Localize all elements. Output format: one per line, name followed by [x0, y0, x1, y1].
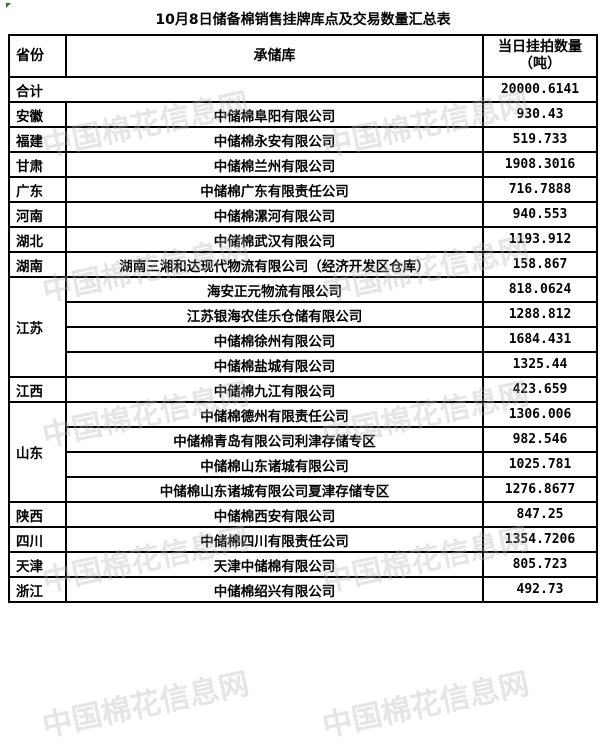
- header-quantity-line1: 当日挂拍数量: [498, 39, 582, 55]
- quantity-cell: 982.546: [482, 426, 598, 453]
- warehouse-cell: 江苏银海农佳乐仓储有限公司: [65, 301, 484, 328]
- table-row: 陕西 中储棉西安有限公司 847.25: [8, 501, 598, 528]
- province-cell: 天津: [8, 551, 67, 578]
- total-row: 合计 20000.6141: [8, 76, 598, 103]
- header-quantity: 当日挂拍数量 （吨）: [482, 34, 598, 78]
- warehouse-cell: 中储棉漯河有限公司: [65, 201, 484, 228]
- warehouse-cell: 中储棉广东有限责任公司: [65, 176, 484, 203]
- table-row: 浙江 中储棉绍兴有限公司 492.73: [8, 576, 598, 603]
- warehouse-cell: 中储棉山东诸城有限公司: [65, 451, 484, 478]
- table-row: 山东 中储棉德州有限责任公司 1306.006: [8, 401, 598, 503]
- page-title: 10月8日储备棉销售挂牌库点及交易数量汇总表: [155, 12, 451, 28]
- quantity-cell: 805.723: [482, 551, 598, 578]
- province-cell: 湖南: [8, 251, 67, 278]
- quantity-cell: 1684.431: [482, 326, 598, 353]
- quantity-cell: 519.733: [482, 126, 598, 153]
- quantity-cell: 1025.781: [482, 451, 598, 478]
- table-row: 四川 中储棉四川有限责任公司 1354.7206: [8, 526, 598, 553]
- table-row: 中储棉徐州有限公司 1684.431: [9, 326, 598, 353]
- warehouse-cell: 中储棉绍兴有限公司: [65, 576, 484, 603]
- header-province: 省份: [8, 34, 67, 78]
- table-row: 湖南 湖南三湘和达现代物流有限公司（经济开发区仓库） 158.867: [8, 251, 598, 278]
- warehouse-cell: 中储棉兰州有限公司: [65, 151, 484, 178]
- warehouse-cell: 天津中储棉有限公司: [65, 551, 484, 578]
- warehouse-cell: 中储棉四川有限责任公司: [65, 526, 484, 553]
- province-cell: 广东: [8, 176, 67, 203]
- table-row: 福建 中储棉永安有限公司 519.733: [8, 126, 598, 153]
- quantity-cell: 716.7888: [482, 176, 598, 203]
- warehouse-cell: 中储棉德州有限责任公司: [65, 401, 484, 428]
- quantity-cell: 423.659: [482, 376, 598, 403]
- table-row: 江苏 海安正元物流有限公司 818.0624: [8, 276, 598, 378]
- quantity-cell: 158.867: [482, 251, 598, 278]
- province-cell: 江苏: [8, 276, 67, 378]
- watermark: 中国棉花信息网: [39, 666, 253, 745]
- warehouse-cell: 中储棉盐城有限公司: [65, 351, 484, 378]
- warehouse-cell: 中储棉西安有限公司: [65, 501, 484, 528]
- table-row: 安徽 中储棉阜阳有限公司 930.43: [8, 101, 598, 128]
- province-cell: 陕西: [8, 501, 67, 528]
- table-row: 天津 天津中储棉有限公司 805.723: [8, 551, 598, 578]
- table-row: 中储棉山东诸城有限公司 1025.781: [9, 451, 598, 478]
- summary-table: 省份 承储库 当日挂拍数量 （吨） 合计 20000.6141 安徽 中储棉阜阳有…: [8, 34, 598, 603]
- table-row: 中储棉青岛有限公司利津存储专区 982.546: [9, 426, 598, 453]
- quantity-cell: 1908.3016: [482, 151, 598, 178]
- header-warehouse: 承储库: [65, 34, 484, 78]
- province-cell: 福建: [8, 126, 67, 153]
- quantity-cell: 1193.912: [482, 226, 598, 253]
- province-cell: 河南: [8, 201, 67, 228]
- warehouse-cell: 中储棉永安有限公司: [65, 126, 484, 153]
- quantity-cell: 940.553: [482, 201, 598, 228]
- warehouse-cell: 中储棉山东诸城有限公司夏津存储专区: [65, 476, 484, 503]
- quantity-cell: 930.43: [482, 101, 598, 128]
- table-row: 江苏银海农佳乐仓储有限公司 1288.812: [9, 301, 598, 328]
- table-row: 广东 中储棉广东有限责任公司 716.7888: [8, 176, 598, 203]
- table-row: 中储棉山东诸城有限公司夏津存储专区 1276.8677: [9, 476, 598, 503]
- warehouse-cell: 中储棉阜阳有限公司: [65, 101, 484, 128]
- quantity-cell: 818.0624: [482, 276, 598, 303]
- province-cell: 四川: [8, 526, 67, 553]
- province-cell: 山东: [8, 401, 67, 503]
- table-row: 江西 中储棉九江有限公司 423.659: [8, 376, 598, 403]
- quantity-cell: 847.25: [482, 501, 598, 528]
- quantity-cell: 1306.006: [482, 401, 598, 428]
- warehouse-cell: 中储棉青岛有限公司利津存储专区: [65, 426, 484, 453]
- quantity-cell: 1354.7206: [482, 526, 598, 553]
- quantity-cell: 492.73: [482, 576, 598, 603]
- province-cell: 湖北: [8, 226, 67, 253]
- warehouse-cell: 中储棉武汉有限公司: [65, 226, 484, 253]
- warehouse-cell: 海安正元物流有限公司: [65, 276, 484, 303]
- province-cell: 甘肃: [8, 151, 67, 178]
- corner-mark: [6, 3, 11, 8]
- warehouse-cell: 中储棉九江有限公司: [65, 376, 484, 403]
- quantity-cell: 1288.812: [482, 301, 598, 328]
- table-row: 甘肃 中储棉兰州有限公司 1908.3016: [8, 151, 598, 178]
- header-quantity-line2: （吨）: [519, 56, 561, 72]
- table-row: 河南 中储棉漯河有限公司 940.553: [8, 201, 598, 228]
- watermark: 中国棉花信息网: [319, 666, 533, 745]
- total-label: 合计: [8, 76, 484, 103]
- quantity-cell: 1325.44: [482, 351, 598, 378]
- province-cell: 安徽: [8, 101, 67, 128]
- warehouse-cell: 中储棉徐州有限公司: [65, 326, 484, 353]
- province-cell: 浙江: [8, 576, 67, 603]
- quantity-cell: 1276.8677: [482, 476, 598, 503]
- warehouse-cell: 湖南三湘和达现代物流有限公司（经济开发区仓库）: [65, 251, 484, 278]
- province-cell: 江西: [8, 376, 67, 403]
- table-row: 湖北 中储棉武汉有限公司 1193.912: [8, 226, 598, 253]
- table-header-row: 省份 承储库 当日挂拍数量 （吨）: [8, 34, 598, 78]
- total-quantity: 20000.6141: [482, 76, 598, 103]
- table-row: 中储棉盐城有限公司 1325.44: [9, 351, 598, 378]
